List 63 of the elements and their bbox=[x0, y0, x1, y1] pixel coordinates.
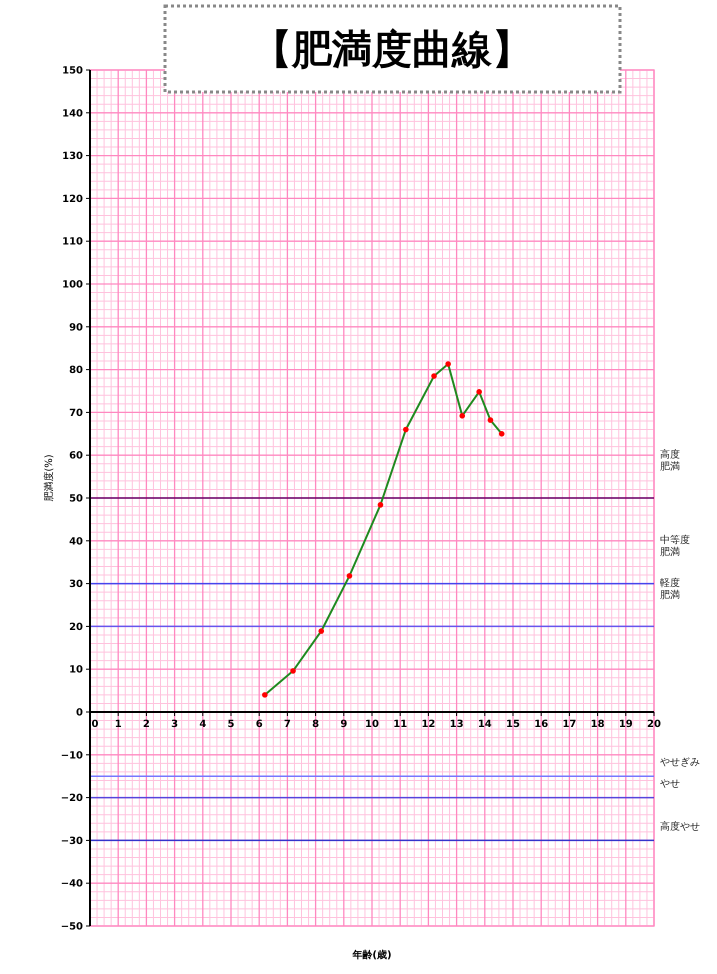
point bbox=[459, 413, 466, 419]
point bbox=[498, 431, 505, 437]
y-tick-label: 110 bbox=[62, 236, 84, 248]
ref-line-label: 中等度肥満 bbox=[660, 534, 690, 558]
ref-line-label: 高度やせ bbox=[660, 820, 700, 832]
ref-line-label: やせぎみ bbox=[660, 757, 700, 768]
x-tick-label: 15 bbox=[506, 719, 520, 730]
y-tick-label: 120 bbox=[62, 194, 84, 205]
y-tick-label: 100 bbox=[62, 280, 84, 290]
y-tick-label: 140 bbox=[62, 108, 84, 120]
y-tick-label: 70 bbox=[69, 408, 84, 419]
point bbox=[378, 502, 384, 508]
point bbox=[318, 628, 324, 634]
x-tick-label: 5 bbox=[228, 719, 235, 730]
y-tick-label: 80 bbox=[69, 365, 84, 376]
x-tick-label: 4 bbox=[199, 719, 206, 730]
point bbox=[488, 417, 494, 423]
point bbox=[346, 573, 352, 579]
x-tick-label: 19 bbox=[618, 719, 633, 730]
y-tick-label: 50 bbox=[69, 494, 84, 504]
x-tick-label: 10 bbox=[365, 719, 379, 730]
x-tick-label: 6 bbox=[256, 719, 263, 730]
x-tick-label: 14 bbox=[478, 719, 492, 730]
y-tick-label: −10 bbox=[60, 750, 84, 762]
y-tick-label: 30 bbox=[69, 579, 84, 590]
y-tick-label: 40 bbox=[69, 536, 84, 548]
x-tick-label: 16 bbox=[534, 719, 548, 730]
point bbox=[290, 668, 296, 674]
point bbox=[262, 692, 268, 698]
y-axis-title: 肥満度(%) bbox=[43, 454, 55, 502]
x-tick-label: 8 bbox=[312, 719, 320, 730]
x-tick-label: 3 bbox=[171, 719, 178, 730]
x-axis-title: 年齢(歳) bbox=[351, 949, 392, 961]
point bbox=[445, 361, 451, 367]
x-tick-label: 18 bbox=[590, 719, 605, 730]
ref-line-label: やせ bbox=[660, 778, 680, 790]
y-tick-label: 150 bbox=[62, 66, 84, 76]
y-tick-label: −40 bbox=[60, 878, 84, 890]
x-tick-label: 20 bbox=[647, 719, 661, 730]
x-tick-label: 17 bbox=[562, 719, 576, 730]
x-tick-label: 1 bbox=[114, 719, 122, 730]
x-tick-label: 7 bbox=[284, 719, 291, 730]
chart-title: 【肥満度曲線】 bbox=[252, 27, 532, 73]
y-tick-label: 60 bbox=[69, 450, 84, 462]
y-tick-label: −20 bbox=[60, 793, 84, 804]
y-tick-label: 0 bbox=[76, 708, 84, 718]
x-tick-label: 0 bbox=[92, 719, 99, 730]
x-tick-label: 12 bbox=[421, 719, 436, 730]
ref-line-label: 軽度肥満 bbox=[660, 576, 680, 601]
x-tick-label: 11 bbox=[393, 719, 408, 730]
point bbox=[476, 389, 482, 395]
x-tick-label: 2 bbox=[142, 719, 150, 730]
y-tick-label: 130 bbox=[62, 151, 84, 162]
point bbox=[431, 373, 437, 379]
ref-line-label: 高度肥満 bbox=[660, 448, 680, 472]
y-tick-label: 90 bbox=[69, 322, 84, 334]
y-tick-label: −30 bbox=[60, 836, 84, 847]
x-tick-label: 9 bbox=[340, 719, 348, 730]
y-tick-label: 10 bbox=[69, 664, 84, 676]
point bbox=[403, 426, 409, 432]
y-tick-label: 20 bbox=[69, 622, 84, 633]
x-tick-label: 13 bbox=[450, 719, 464, 730]
y-tick-label: −50 bbox=[60, 922, 84, 932]
